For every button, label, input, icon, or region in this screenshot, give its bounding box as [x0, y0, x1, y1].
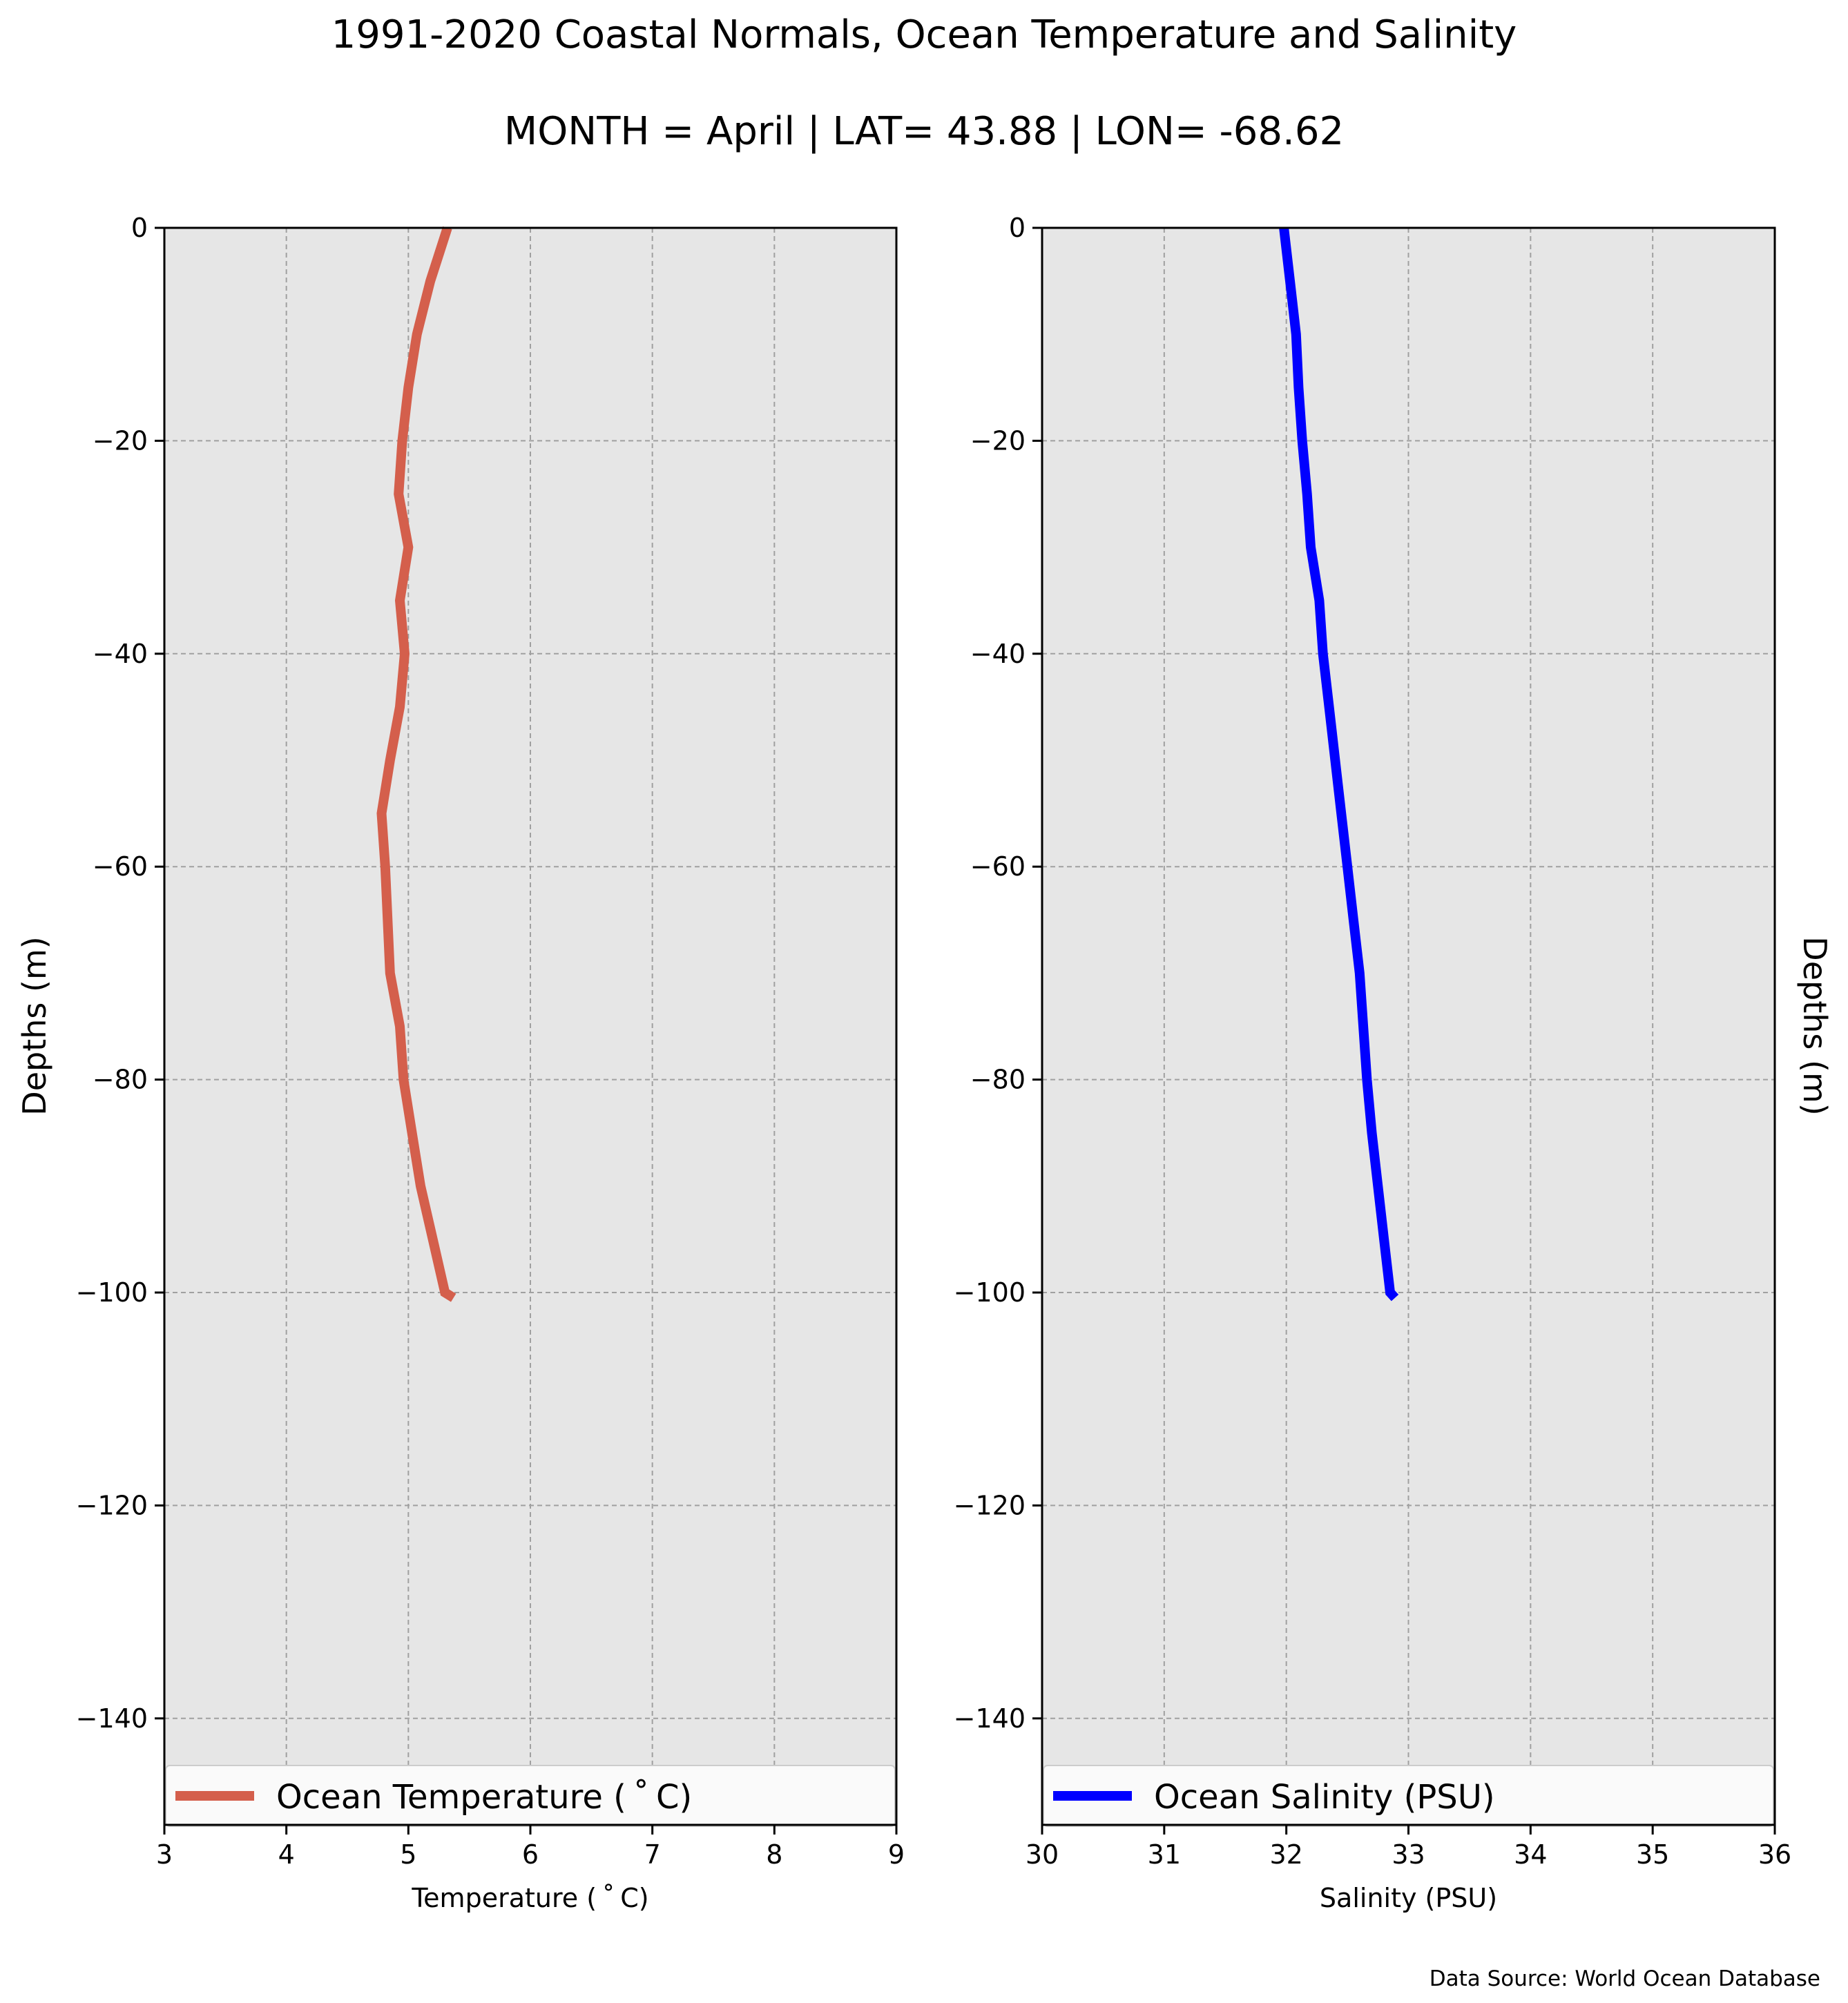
temperature-line [376, 226, 456, 1302]
x-axis-label: Temperature ( ˚ C) [411, 1883, 648, 1913]
temperature-panel: Ocean Temperature ( ˚ C) 3 4 5 6 7 8 9 0 −20 −40 −6… [16, 213, 905, 1913]
x-tick-label: 32 [1269, 1839, 1302, 1870]
y-tick-label: 0 [1009, 213, 1026, 243]
salinity-panel: Ocean Salinity (PSU) 30 31 32 33 34 35 36 0 −20 −4… [954, 213, 1833, 1913]
y-tick-label: −120 [76, 1490, 148, 1520]
x-tick-label: 33 [1392, 1839, 1425, 1870]
y-tick-label: −60 [970, 851, 1026, 882]
y-tick-label: −140 [76, 1703, 148, 1734]
x-tick-label: 7 [644, 1839, 661, 1870]
x-tick-label: 35 [1636, 1839, 1669, 1870]
y-tick-label: −100 [76, 1277, 148, 1308]
legend-label: Ocean Salinity (PSU) [1154, 1778, 1495, 1817]
x-tick-label: 8 [766, 1839, 782, 1870]
data-source-note: Data Source: World Ocean Database [1429, 1966, 1820, 1991]
y-tick-label: −40 [93, 639, 148, 669]
x-tick-label: 4 [278, 1839, 295, 1870]
x-tick-label: 5 [400, 1839, 416, 1870]
x-tick-label: 6 [522, 1839, 539, 1870]
y-tick-label: −20 [970, 425, 1026, 456]
y-axis-label: Depths (m) [16, 936, 53, 1115]
x-tick-label: 31 [1148, 1839, 1181, 1870]
x-tick-label: 9 [888, 1839, 905, 1870]
x-tick-label: 3 [156, 1839, 173, 1870]
chart-subtitle: MONTH = April | LAT= 43.88 | LON= -68.62 [503, 109, 1345, 154]
y-tick-label: −140 [954, 1703, 1026, 1734]
legend-label: Ocean Temperature ( ˚ C) [276, 1778, 692, 1817]
y-tick-label: −40 [970, 639, 1026, 669]
y-tick-label: −100 [954, 1277, 1026, 1308]
salinity-line [1279, 227, 1399, 1302]
y-tick-label: −20 [93, 425, 148, 456]
y-tick-label: 0 [131, 213, 148, 243]
y-tick-label: −60 [93, 851, 148, 882]
x-tick-label: 30 [1026, 1839, 1059, 1870]
y-tick-label: −80 [970, 1065, 1026, 1095]
x-tick-label: 36 [1758, 1839, 1791, 1870]
chart-title: 1991-2020 Coastal Normals, Ocean Tempera… [331, 12, 1517, 57]
y-tick-label: −80 [93, 1065, 148, 1095]
y-tick-label: −120 [954, 1490, 1026, 1520]
y-axis-label: Depths (m) [1796, 936, 1833, 1115]
x-tick-label: 34 [1514, 1839, 1547, 1870]
x-axis-label: Salinity (PSU) [1320, 1883, 1497, 1913]
